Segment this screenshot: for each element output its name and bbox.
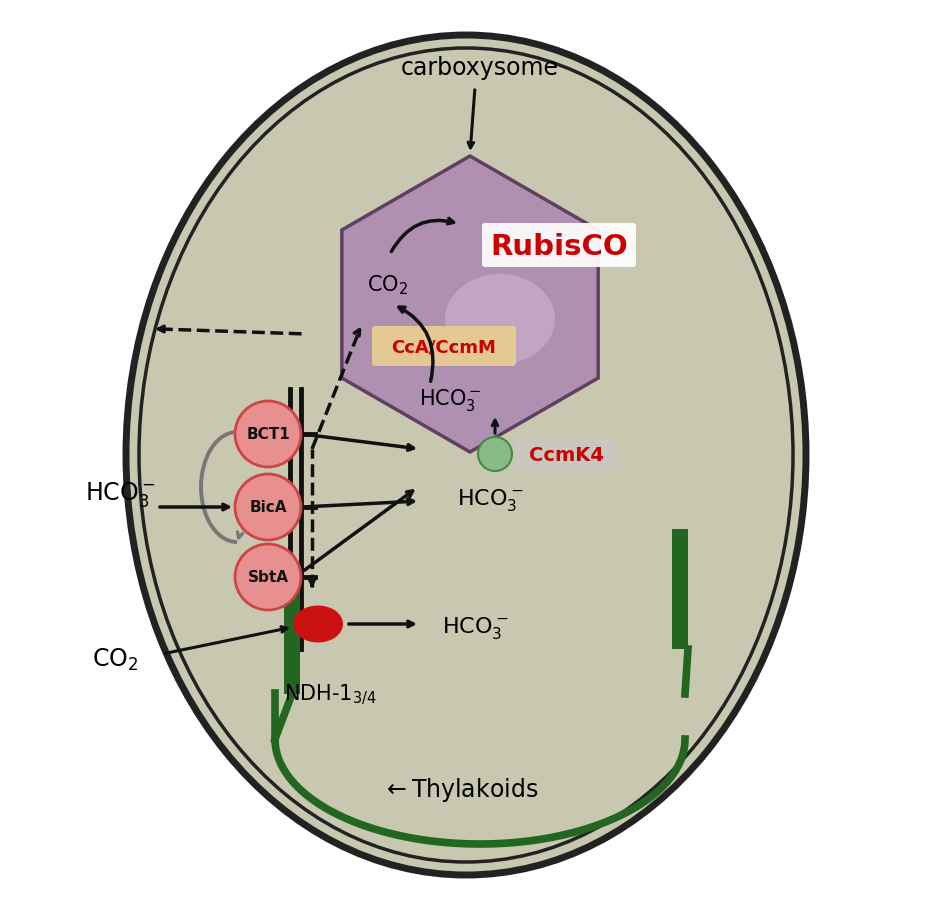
Text: SbtA: SbtA xyxy=(248,570,289,585)
FancyBboxPatch shape xyxy=(482,224,636,268)
Text: NDH-1$_{3/4}$: NDH-1$_{3/4}$ xyxy=(283,682,377,706)
Ellipse shape xyxy=(445,275,555,364)
Text: HCO$_3^-$: HCO$_3^-$ xyxy=(457,486,523,512)
Text: CcA/CcmM: CcA/CcmM xyxy=(391,339,497,356)
Circle shape xyxy=(235,545,301,610)
Text: HCO$_3^-$: HCO$_3^-$ xyxy=(85,480,156,509)
FancyBboxPatch shape xyxy=(372,327,516,366)
Text: carboxysome: carboxysome xyxy=(401,56,559,80)
Text: BicA: BicA xyxy=(249,500,287,515)
Text: CO$_2$: CO$_2$ xyxy=(367,273,408,296)
Circle shape xyxy=(235,475,301,540)
Ellipse shape xyxy=(126,36,806,875)
Text: CO$_2$: CO$_2$ xyxy=(92,646,138,672)
Circle shape xyxy=(478,437,512,472)
Polygon shape xyxy=(342,157,598,453)
Text: BCT1: BCT1 xyxy=(246,427,290,442)
Text: HCO$_3^-$: HCO$_3^-$ xyxy=(418,386,481,413)
Bar xyxy=(284,589,300,694)
Text: CcmK4: CcmK4 xyxy=(528,446,603,465)
FancyBboxPatch shape xyxy=(516,441,616,470)
Text: HCO$_3^-$: HCO$_3^-$ xyxy=(442,614,508,640)
Circle shape xyxy=(235,402,301,467)
Text: $\leftarrow$Thylakoids: $\leftarrow$Thylakoids xyxy=(382,775,538,804)
Ellipse shape xyxy=(293,606,343,643)
Text: RubisCO: RubisCO xyxy=(490,232,628,261)
Bar xyxy=(672,529,688,650)
